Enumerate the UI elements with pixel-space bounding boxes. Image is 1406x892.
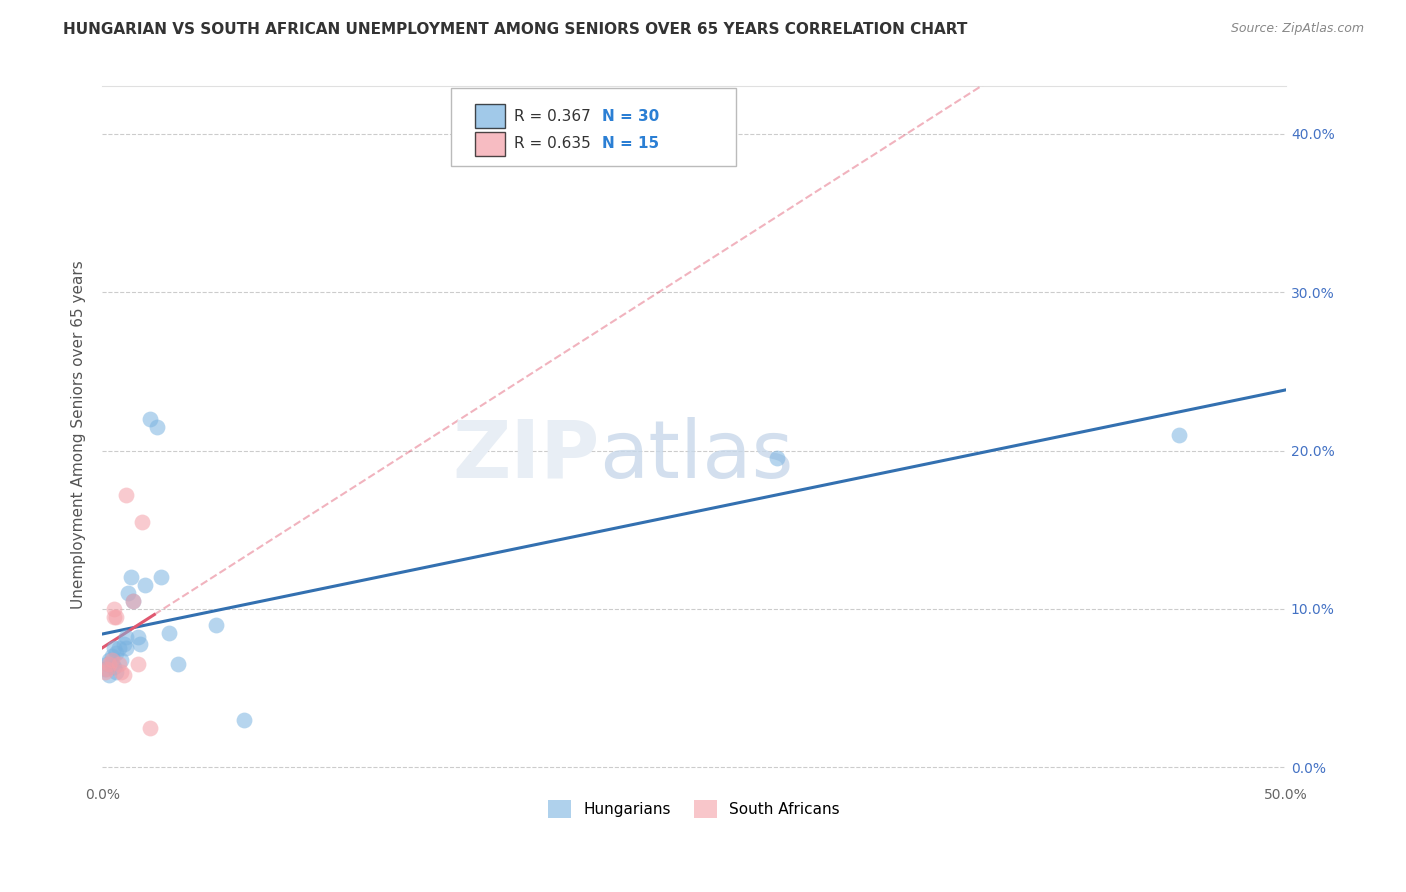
Point: [110, 652, 132, 666]
Point: [100, 652, 122, 666]
Text: N = 15: N = 15: [602, 136, 659, 151]
Point: [233, 713, 256, 727]
Point: [98, 652, 121, 666]
Point: [205, 617, 228, 632]
Point: [103, 641, 125, 656]
Text: R = 0.635: R = 0.635: [515, 136, 591, 151]
Point: [93, 665, 115, 680]
Point: [103, 660, 125, 674]
Point: [129, 637, 152, 651]
Point: [115, 631, 138, 645]
Point: [145, 419, 167, 434]
Point: [96, 657, 118, 672]
Point: [120, 570, 142, 584]
FancyBboxPatch shape: [475, 103, 505, 128]
Point: [112, 637, 135, 651]
Point: [127, 657, 149, 672]
Point: [1168, 427, 1191, 442]
Point: [115, 641, 138, 656]
Point: [112, 668, 135, 682]
Legend: Hungarians, South Africans: Hungarians, South Africans: [543, 794, 846, 824]
Point: [122, 594, 145, 608]
Point: [138, 412, 160, 426]
Point: [167, 657, 190, 672]
Point: [127, 631, 149, 645]
Point: [98, 657, 121, 672]
Point: [105, 646, 128, 660]
Text: ZIP: ZIP: [453, 417, 599, 494]
Point: [150, 570, 173, 584]
Point: [103, 609, 125, 624]
Text: N = 30: N = 30: [602, 109, 659, 124]
Point: [105, 609, 128, 624]
Point: [93, 662, 115, 676]
Text: HUNGARIAN VS SOUTH AFRICAN UNEMPLOYMENT AMONG SENIORS OVER 65 YEARS CORRELATION : HUNGARIAN VS SOUTH AFRICAN UNEMPLOYMENT …: [63, 22, 967, 37]
Point: [107, 641, 129, 656]
FancyBboxPatch shape: [451, 88, 735, 167]
Text: R = 0.367: R = 0.367: [515, 109, 591, 124]
Point: [107, 657, 129, 672]
FancyBboxPatch shape: [475, 132, 505, 156]
Point: [100, 657, 122, 672]
Point: [122, 594, 145, 608]
Point: [131, 515, 153, 529]
Point: [100, 649, 122, 664]
Point: [134, 578, 156, 592]
Y-axis label: Unemployment Among Seniors over 65 years: Unemployment Among Seniors over 65 years: [72, 260, 86, 609]
Point: [117, 586, 139, 600]
Point: [138, 721, 160, 735]
Point: [96, 662, 118, 676]
Point: [103, 602, 125, 616]
Point: [110, 665, 132, 680]
Text: atlas: atlas: [599, 417, 794, 494]
Point: [98, 668, 121, 682]
Point: [766, 451, 789, 466]
Point: [105, 665, 128, 680]
Point: [115, 488, 138, 502]
Text: Source: ZipAtlas.com: Source: ZipAtlas.com: [1230, 22, 1364, 36]
Point: [157, 625, 180, 640]
